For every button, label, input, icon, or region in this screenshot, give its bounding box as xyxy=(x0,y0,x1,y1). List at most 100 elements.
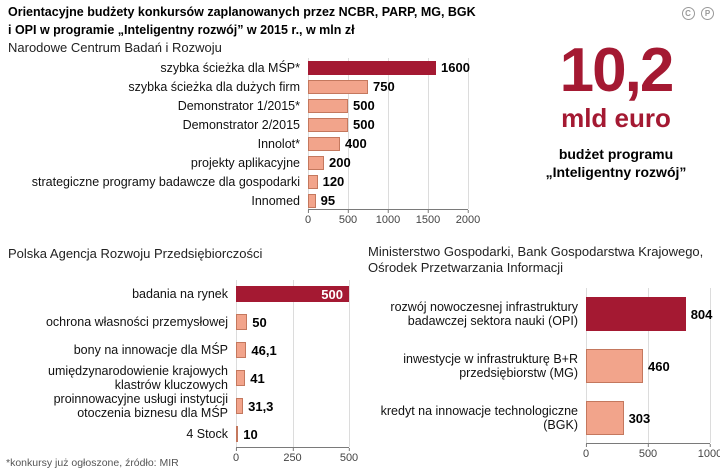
bar-label: strategiczne programy badawcze dla gospo… xyxy=(31,174,300,189)
bar xyxy=(236,370,246,386)
bar-value: 46,1 xyxy=(251,342,277,358)
x-axis: 0 250 500 xyxy=(232,448,358,464)
gridline xyxy=(388,58,389,209)
bar-row: proinnowacyjne usługi instytucji otoczen… xyxy=(8,392,358,420)
chart-parp-title: Polska Agencja Rozwoju Przedsiębiorczośc… xyxy=(8,246,263,261)
bar-track: 400 xyxy=(308,136,468,151)
bar-track: 41 xyxy=(236,370,349,386)
bar xyxy=(586,297,686,331)
bar-value: 500 xyxy=(353,98,375,113)
bar-label: 4 Stock xyxy=(186,427,228,441)
bar-track: 500 xyxy=(236,286,349,302)
chart-parp: badania na rynek 500 ochrona własności p… xyxy=(8,280,358,464)
bar-label: kredyt na innowacje technologiczne (BGK) xyxy=(380,404,578,432)
bar-row: badania na rynek 500 xyxy=(8,280,358,308)
bar-label: inwestycje w infrastrukturę B+R przedsię… xyxy=(403,352,578,380)
x-axis: 0 500 1000 xyxy=(582,444,720,460)
press-icon: P xyxy=(701,7,714,20)
bar-value: 1600 xyxy=(441,60,470,75)
plot-area: szybka ścieżka dla MŚP* 1600 szybka ście… xyxy=(8,58,478,210)
license-icons: C P xyxy=(680,3,714,21)
page-title-line2: i OPI w programie „Inteligentny rozwój” … xyxy=(8,22,355,37)
bar-row: Innolot* 400 xyxy=(8,134,478,153)
bar-track: 750 xyxy=(308,79,468,94)
grid xyxy=(236,280,350,448)
gridline xyxy=(292,280,294,447)
bar-label: proinnowacyjne usługi instytucji otoczen… xyxy=(53,392,228,420)
bar xyxy=(308,98,348,113)
chart-ncbr: szybka ścieżka dla MŚP* 1600 szybka ście… xyxy=(8,58,480,226)
axis-tick: 0 xyxy=(582,444,590,460)
chart-ncbr-title: Narodowe Centrum Badań i Rozwoju xyxy=(8,40,222,55)
bar-label: ochrona własności przemysłowej xyxy=(45,315,228,329)
plot-area: rozwój nowoczesnej infrastruktury badawc… xyxy=(368,288,718,444)
axis-tick: 500 xyxy=(339,448,359,464)
bar-track: 500 xyxy=(308,98,468,113)
bar-label: projekty aplikacyjne xyxy=(190,155,300,170)
bar-value: 200 xyxy=(329,155,351,170)
grid xyxy=(308,58,469,210)
chart-mg: rozwój nowoczesnej infrastruktury badawc… xyxy=(368,288,720,460)
bar-value: 31,3 xyxy=(248,398,274,414)
bar-track: 120 xyxy=(308,174,468,189)
bar xyxy=(236,342,247,358)
footnote: *konkursy już ogłoszone, źródło: MIR xyxy=(6,457,179,469)
bar-label: szybka ścieżka dla MŚP* xyxy=(160,60,300,75)
copyright-icon: C xyxy=(681,7,695,20)
axis-tick: 1000 xyxy=(698,444,720,460)
bar-label: rozwój nowoczesnej infrastruktury badawc… xyxy=(390,300,578,328)
bar-value: 750 xyxy=(373,79,395,94)
bar-value: 120 xyxy=(322,174,345,189)
bar-row: szybka ścieżka dla MŚP* 1600 xyxy=(8,58,478,77)
bar-track: 500 xyxy=(308,117,468,132)
bar-row: Demonstrator 1/2015* 500 xyxy=(8,96,478,115)
bar-row: bony na innowacje dla MŚP 46,1 xyxy=(8,336,358,364)
gridline xyxy=(710,288,711,443)
bar-value: 804 xyxy=(690,306,713,322)
bar-row: 4 Stock 10 xyxy=(8,420,358,448)
bar-row: umiędzynarodowienie krajowych klastrów k… xyxy=(8,364,358,392)
bar-value: 500 xyxy=(353,117,375,132)
bar xyxy=(308,193,316,208)
bar-value: 303 xyxy=(628,410,651,426)
chart-mg-title: Ministerstwo Gospodarki, Bank Gospodarst… xyxy=(368,244,704,276)
budget-value: 10,2 xyxy=(559,36,675,105)
bar-track: 95 xyxy=(308,193,468,208)
bar-value: 10 xyxy=(243,426,258,442)
bar-label: Demonstrator 1/2015* xyxy=(177,98,300,113)
bar xyxy=(308,174,318,189)
bar-row: projekty aplikacyjne 200 xyxy=(8,153,478,172)
axis-tick: 0 xyxy=(232,448,240,464)
gridline xyxy=(428,58,429,209)
bar-track: 200 xyxy=(308,155,468,170)
program-budget-highlight: 10,2 mld euro budżet programu „Inteligen… xyxy=(518,40,714,181)
bar-label: Innomed xyxy=(251,193,300,208)
gridline xyxy=(349,280,350,447)
bar: 500 xyxy=(236,286,349,302)
budget-unit: mld euro xyxy=(561,103,671,133)
bar xyxy=(236,398,244,414)
plot-area: badania na rynek 500 ochrona własności p… xyxy=(8,280,358,448)
x-axis: 0 500 1000 1500 2000 xyxy=(304,210,480,226)
bar-label: badania na rynek xyxy=(132,287,228,301)
bar-label: bony na innowacje dla MŚP xyxy=(73,343,228,357)
axis-tick: 500 xyxy=(338,210,358,226)
gridline xyxy=(648,288,649,443)
bar xyxy=(308,79,368,94)
axis-tick: 250 xyxy=(283,448,302,464)
bar-row: Innomed 95 xyxy=(8,191,478,210)
bar-track: 46,1 xyxy=(236,342,349,358)
gridline xyxy=(468,58,469,209)
bar-value: 500 xyxy=(321,286,343,302)
bar-value: 400 xyxy=(345,136,367,151)
bar-label: Innolot* xyxy=(257,136,300,151)
bar-track: 460 xyxy=(586,349,710,383)
bar-track: 50 xyxy=(236,314,349,330)
bar-row: strategiczne programy badawcze dla gospo… xyxy=(8,172,478,191)
bar-track: 1600 xyxy=(308,60,470,75)
bar-value: 460 xyxy=(648,358,670,374)
gridline xyxy=(236,280,237,447)
axis-tick: 0 xyxy=(304,210,312,226)
bar xyxy=(586,349,644,383)
